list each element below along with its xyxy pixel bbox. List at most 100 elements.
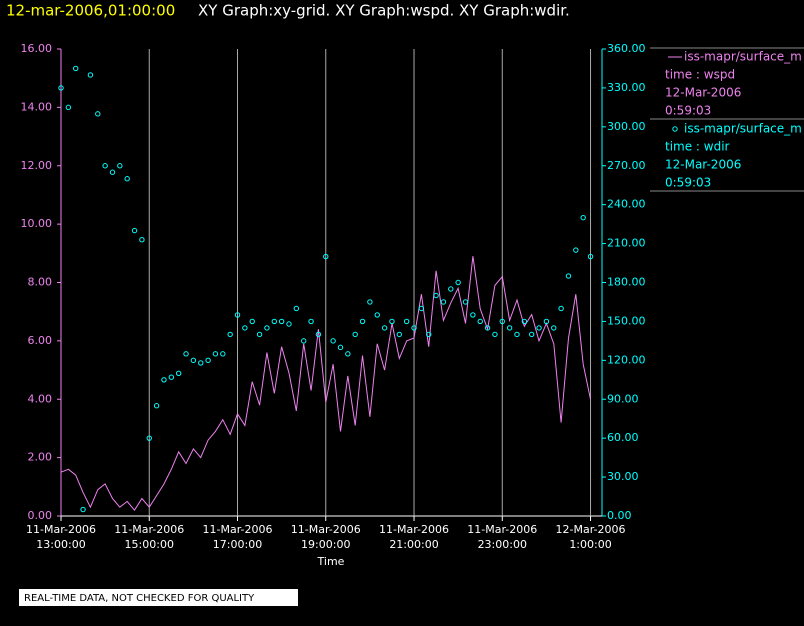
wdir-point — [543, 318, 550, 325]
wdir-point — [551, 325, 557, 331]
wdir-point — [528, 331, 535, 338]
wspd-line — [60, 256, 591, 512]
wdir-point — [234, 312, 241, 318]
wdir-point — [396, 331, 403, 338]
wdir-point — [337, 344, 344, 351]
note-box — [19, 589, 298, 606]
wdir-point — [506, 325, 513, 331]
y-tick-label: 12.00 — [21, 159, 53, 172]
legend-text: time : wspd — [665, 68, 735, 82]
wdir-point — [389, 318, 395, 325]
y-tick-label: 0.00 — [28, 509, 53, 522]
wdir-point — [477, 318, 483, 325]
wdir-point — [565, 273, 572, 279]
wdir-point — [462, 299, 469, 305]
wdir-point — [381, 325, 388, 331]
x-tick-label: 11-Mar-2006 — [26, 523, 96, 536]
y2-tick-label: 240.00 — [607, 198, 646, 211]
wdir-point — [448, 286, 454, 292]
legend-name: iss-mapr/surface_m — [684, 50, 802, 64]
y-tick-label: 16.00 — [21, 42, 53, 55]
x-tick-label: 17:00:00 — [213, 538, 262, 551]
wdir-point — [352, 331, 358, 338]
wdir-point — [198, 360, 204, 366]
y2-tick-label: 30.00 — [607, 470, 639, 483]
legend-text: 0:59:03 — [665, 176, 711, 190]
wdir-point — [411, 325, 417, 331]
y2-tick-label: 120.00 — [607, 353, 646, 366]
wdir-point — [470, 312, 476, 318]
legend-name: iss-mapr/surface_m — [684, 122, 802, 136]
wdir-point — [271, 318, 277, 325]
x-tick-label: 19:00:00 — [301, 538, 350, 551]
wdir-point — [484, 325, 491, 331]
wdir-point — [65, 104, 72, 111]
x-tick-label: 11-Mar-2006 — [291, 523, 361, 536]
wdir-point — [87, 72, 94, 78]
wdir-point — [330, 338, 336, 344]
y2-tick-label: 90.00 — [607, 392, 639, 405]
wdir-point — [455, 279, 461, 286]
wdir-point — [286, 321, 292, 327]
wdir-point — [73, 65, 79, 72]
x-tick-label: 21:00:00 — [389, 538, 438, 551]
wdir-point — [256, 331, 263, 338]
wdir-point — [146, 435, 152, 441]
x-tick-label: 23:00:00 — [478, 538, 527, 551]
chart-title: XY Graph:xy-grid. XY Graph:wspd. XY Grap… — [198, 2, 570, 20]
legend-text: time : wdir — [665, 140, 730, 154]
x-axis-label: Time — [317, 555, 345, 568]
wdir-point — [315, 331, 322, 338]
wdir-point — [153, 403, 160, 409]
wdir-point — [242, 325, 248, 331]
wdir-point — [95, 111, 101, 117]
wdir-point — [345, 351, 351, 357]
x-tick-label: 11-Mar-2006 — [114, 523, 184, 536]
x-tick-label: 11-Mar-2006 — [467, 523, 537, 536]
wdir-point — [80, 506, 86, 513]
x-tick-label: 11-Mar-2006 — [379, 523, 449, 536]
x-tick-label: 13:00:00 — [36, 538, 85, 551]
wdir-point — [249, 318, 255, 325]
wdir-point — [58, 85, 64, 91]
y2-tick-label: 150.00 — [607, 314, 646, 327]
y2-tick-label: 360.00 — [607, 42, 646, 55]
wdir-point — [418, 305, 425, 312]
y-tick-label: 14.00 — [21, 100, 53, 113]
wdir-point — [212, 351, 219, 357]
wdir-point — [220, 351, 226, 357]
wdir-point — [308, 318, 314, 325]
wdir-point — [293, 305, 300, 312]
y2-tick-label: 270.00 — [607, 159, 646, 172]
wdir-point — [433, 292, 439, 299]
legend-text: 12-Mar-2006 — [665, 86, 741, 100]
wdir-point — [558, 305, 564, 312]
wdir-point — [102, 163, 108, 169]
wdir-point — [175, 370, 182, 377]
x-tick-label: 12-Mar-2006 — [556, 523, 626, 536]
y-tick-label: 10.00 — [21, 217, 53, 230]
wdir-point — [587, 253, 594, 260]
wdir-point — [374, 312, 380, 318]
y2-tick-label: 210.00 — [607, 237, 646, 250]
wdir-point — [227, 331, 233, 338]
wdir-point — [359, 318, 366, 325]
title-time: 12-mar-2006,01:00:00 — [6, 2, 175, 20]
wdir-point — [264, 325, 270, 331]
wdir-point — [492, 331, 498, 338]
wdir-point — [278, 318, 285, 325]
wdir-point — [168, 374, 175, 380]
y-tick-label: 6.00 — [28, 334, 53, 347]
y2-tick-label: 60.00 — [607, 431, 639, 444]
y2-tick-label: 180.00 — [607, 276, 646, 289]
y2-tick-label: 300.00 — [607, 120, 646, 133]
wdir-point — [161, 377, 167, 383]
wdir-point — [183, 351, 189, 357]
wdir-point — [205, 357, 211, 364]
x-tick-label: 15:00:00 — [125, 538, 174, 551]
y2-tick-label: 330.00 — [607, 81, 646, 94]
x-tick-label: 1:00:00 — [569, 538, 611, 551]
x-tick-label: 11-Mar-2006 — [203, 523, 273, 536]
wdir-point — [521, 318, 528, 325]
